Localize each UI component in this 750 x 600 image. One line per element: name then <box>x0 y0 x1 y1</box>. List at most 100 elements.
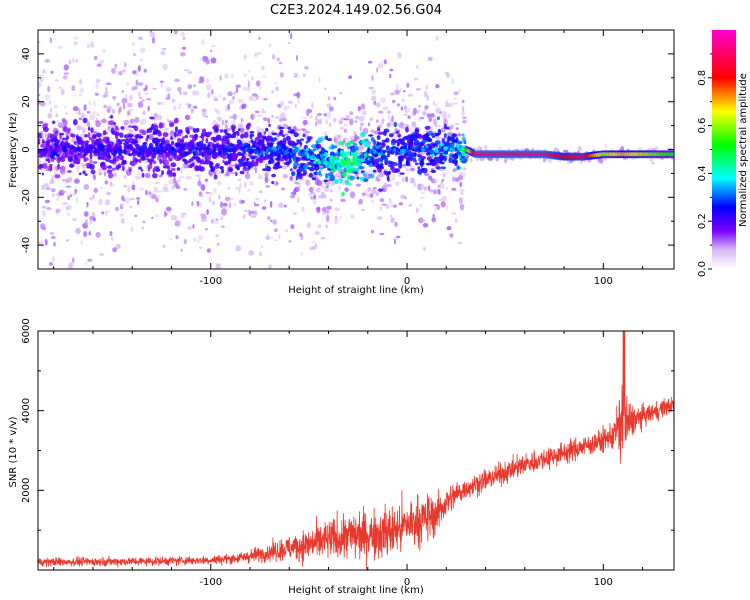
band-blob <box>59 132 65 136</box>
noise-blob <box>376 67 379 73</box>
noise-blob <box>284 106 291 109</box>
band-blob <box>368 173 375 179</box>
noise-blob <box>237 122 244 130</box>
band-blob <box>59 158 66 162</box>
snr-panel: -100 0 100 2000 4000 6000 Height of straight … <box>8 318 675 596</box>
band-blob <box>220 168 225 174</box>
noise-blob <box>83 184 90 190</box>
noise-blob <box>175 185 181 190</box>
noise-blob <box>95 82 99 90</box>
ridge-core <box>252 143 256 148</box>
noise-blob <box>268 236 274 239</box>
noise-blob <box>328 122 332 127</box>
noise-blob <box>670 158 674 161</box>
noise-blob <box>146 98 152 101</box>
ridge-core <box>179 151 183 156</box>
band-blob <box>192 128 198 133</box>
band-blob <box>157 130 162 137</box>
noise-blob <box>68 262 74 269</box>
band-blob <box>38 138 41 142</box>
noise-blob <box>137 82 144 86</box>
noise-blob <box>379 171 385 177</box>
band-blob <box>457 140 463 145</box>
ridge-core <box>45 142 50 147</box>
noise-blob <box>93 174 96 181</box>
band-blob <box>75 158 81 164</box>
noise-blob <box>457 241 462 244</box>
noise-blob <box>392 204 397 208</box>
noise-blob <box>357 106 362 111</box>
noise-blob <box>387 113 391 121</box>
noise-blob <box>79 78 82 85</box>
noise-blob <box>439 182 445 189</box>
band-blob <box>341 191 345 197</box>
noise-blob <box>88 231 91 236</box>
band-blob <box>302 133 306 138</box>
noise-blob <box>219 93 222 99</box>
noise-blob <box>156 114 163 121</box>
noise-blob <box>309 115 313 119</box>
noise-blob <box>229 197 235 200</box>
band-blob <box>73 141 77 145</box>
noise-blob <box>261 65 265 70</box>
noise-blob <box>329 189 334 193</box>
noise-blob <box>165 207 172 211</box>
noise-blob <box>461 110 465 117</box>
noise-blob <box>53 104 58 109</box>
ridge-core <box>214 151 218 156</box>
band-blob <box>386 153 390 158</box>
y-tick-label: 6000 <box>21 318 32 343</box>
noise-blob <box>38 40 41 44</box>
ridge-core <box>161 140 165 144</box>
noise-blob <box>364 189 367 195</box>
noise-blob <box>268 264 272 269</box>
noise-blob <box>422 222 429 228</box>
noise-blob <box>198 177 201 182</box>
noise-blob <box>207 92 211 99</box>
noise-blob <box>409 126 413 130</box>
noise-blob <box>269 219 273 223</box>
noise-blob <box>63 64 69 71</box>
band-blob <box>323 179 328 183</box>
noise-blob <box>38 158 41 163</box>
ridge-core <box>159 145 164 150</box>
noise-blob <box>272 54 276 60</box>
noise-blob <box>452 176 456 182</box>
ridge-core <box>214 144 220 148</box>
noise-blob <box>155 197 159 203</box>
band-blob <box>89 152 93 159</box>
snr-ticks: -100 0 100 2000 4000 6000 <box>21 318 674 588</box>
ridge-core <box>274 151 279 157</box>
y-tick-label: 40 <box>21 48 32 61</box>
noise-blob <box>255 80 261 87</box>
band-blob <box>78 172 82 176</box>
noise-blob <box>255 94 259 100</box>
band-blob <box>311 162 315 167</box>
noise-blob <box>44 199 51 204</box>
noise-blob <box>82 163 86 170</box>
noise-blob <box>91 194 95 200</box>
noise-blob <box>140 99 145 102</box>
noise-blob <box>276 181 279 185</box>
band-blob <box>339 177 343 183</box>
noise-blob <box>297 98 300 104</box>
noise-blob <box>77 112 82 115</box>
noise-blob <box>315 115 319 118</box>
ridge-core <box>328 157 334 162</box>
noise-blob <box>46 187 51 191</box>
noise-blob <box>194 90 200 96</box>
band-blob <box>349 175 355 181</box>
noise-blob <box>167 93 171 99</box>
noise-blob <box>441 195 447 202</box>
noise-blob <box>89 157 93 164</box>
band-blob <box>147 164 153 170</box>
noise-blob <box>654 146 659 151</box>
noise-blob <box>312 186 315 190</box>
band-blob <box>354 171 358 175</box>
noise-blob <box>242 214 246 220</box>
noise-blob <box>239 183 242 189</box>
noise-blob <box>155 214 159 218</box>
noise-blob <box>51 255 55 263</box>
band-blob <box>368 163 373 168</box>
colorbar-label: Normalized spectral amplitude <box>738 73 749 227</box>
